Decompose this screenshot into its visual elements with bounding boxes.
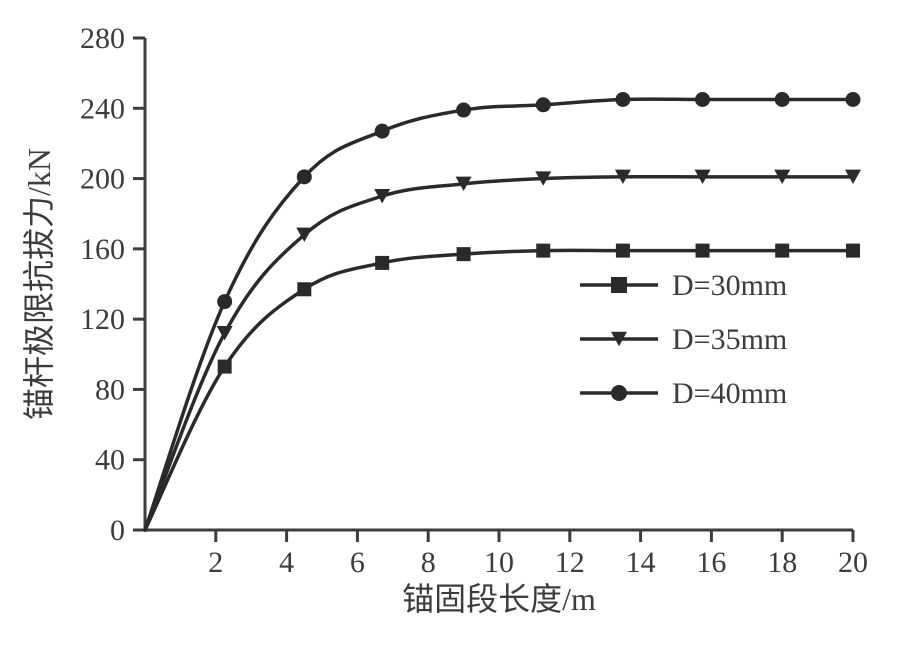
x-tick-label: 18 [767, 546, 797, 579]
legend-marker-d40 [611, 385, 627, 401]
marker-d30 [297, 282, 311, 296]
y-tick-label: 120 [80, 303, 125, 336]
legend-marker-d30 [611, 277, 627, 293]
y-tick-label: 200 [80, 163, 125, 196]
marker-d40 [846, 92, 861, 107]
y-tick-label: 240 [80, 92, 125, 125]
marker-d30 [775, 244, 789, 258]
y-tick-label: 0 [110, 514, 125, 547]
y-tick-label: 280 [80, 22, 125, 55]
marker-d40 [615, 92, 630, 107]
marker-d40 [375, 124, 390, 139]
y-tick-label: 40 [95, 444, 125, 477]
legend-label-d35: D=35mm [672, 323, 787, 356]
legend-label-d30: D=30mm [672, 269, 787, 302]
y-axis-label: 锚杆极限抗拔力/kN [21, 148, 57, 420]
marker-d30 [536, 244, 550, 258]
y-tick-label: 80 [95, 373, 125, 406]
marker-d40 [695, 92, 710, 107]
marker-d40 [536, 97, 551, 112]
x-tick-label: 14 [626, 546, 656, 579]
marker-d30 [218, 360, 232, 374]
marker-d40 [775, 92, 790, 107]
marker-d40 [297, 169, 312, 184]
x-tick-label: 6 [350, 546, 365, 579]
x-tick-label: 10 [484, 546, 514, 579]
marker-d40 [217, 294, 232, 309]
x-tick-label: 16 [696, 546, 726, 579]
line-chart: 246810121416182004080120160200240280锚固段长… [0, 0, 913, 651]
y-tick-label: 160 [80, 233, 125, 266]
x-tick-label: 8 [421, 546, 436, 579]
marker-d30 [846, 244, 860, 258]
x-tick-label: 12 [555, 546, 585, 579]
marker-d30 [375, 256, 389, 270]
marker-d30 [457, 247, 471, 261]
x-axis-label: 锚固段长度/m [402, 581, 596, 617]
x-tick-label: 4 [279, 546, 294, 579]
marker-d40 [456, 103, 471, 118]
marker-d30 [616, 244, 630, 258]
x-tick-label: 2 [208, 546, 223, 579]
marker-d30 [696, 244, 710, 258]
legend-label-d40: D=40mm [672, 377, 787, 410]
x-tick-label: 20 [838, 546, 868, 579]
